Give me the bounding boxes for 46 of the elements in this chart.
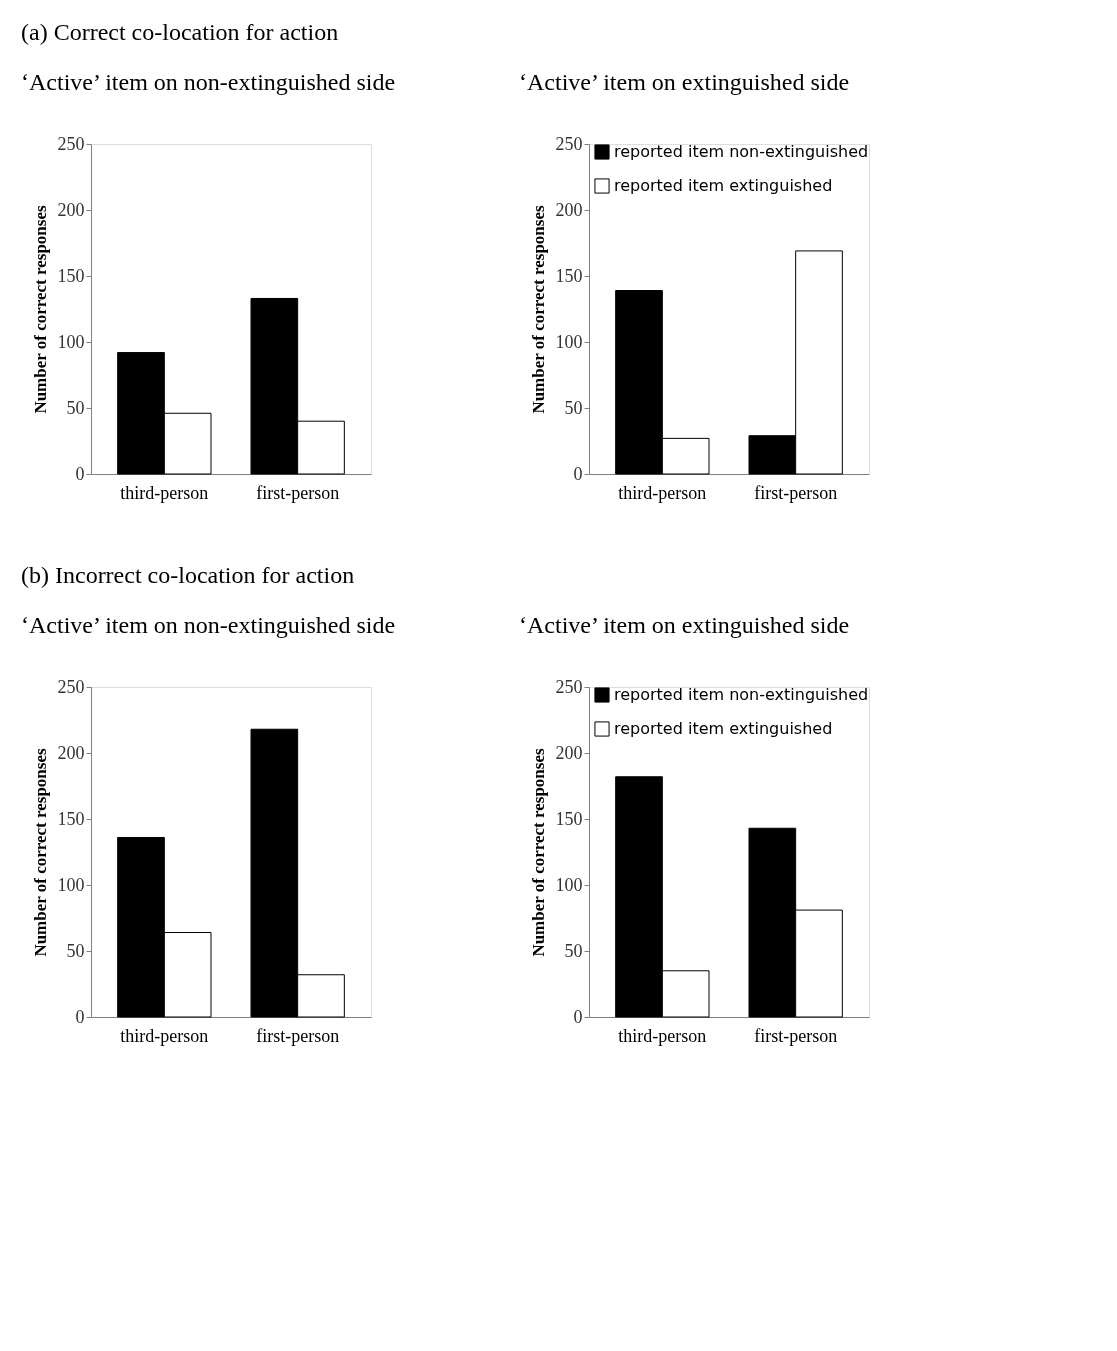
legend-label: reported item extinguished	[614, 719, 833, 738]
y-tick-label: 250	[57, 676, 85, 697]
x-tick-label: third-person	[120, 482, 209, 503]
y-tick-label: 50	[66, 397, 85, 418]
y-tick-label: 100	[57, 331, 85, 352]
x-tick-label: third-person	[618, 1025, 707, 1046]
y-tick-label: 0	[75, 1006, 85, 1027]
y-tick-label: 200	[555, 742, 583, 763]
y-tick-label: 200	[57, 199, 85, 220]
y-tick-label: 50	[564, 940, 583, 961]
x-tick-label: third-person	[618, 482, 707, 503]
legend-label: reported item non-extinguished	[614, 685, 869, 704]
y-tick-label: 0	[573, 463, 583, 484]
chart-title: (a) Correct co-location for action	[21, 19, 339, 45]
y-axis-title: Number of correct responses	[528, 205, 548, 414]
y-tick-label: 250	[555, 676, 583, 697]
y-tick-label: 150	[57, 265, 85, 286]
y-tick-label: 50	[564, 397, 583, 418]
y-tick-label: 250	[555, 133, 583, 154]
chart-subtitle: ‘Active’ item on non-extinguished side	[21, 612, 396, 638]
chart-subtitle: ‘Active’ item on extinguished side	[519, 69, 850, 95]
y-tick-label: 0	[573, 1006, 583, 1027]
y-tick-label: 250	[57, 133, 85, 154]
x-tick-label: first-person	[754, 1025, 838, 1046]
y-axis-title: Number of correct responses	[528, 748, 548, 957]
x-tick-label: first-person	[754, 482, 838, 503]
y-tick-label: 100	[555, 874, 583, 895]
y-tick-label: 200	[57, 742, 85, 763]
legend-label: reported item extinguished	[614, 176, 833, 195]
x-tick-label: first-person	[256, 1025, 340, 1046]
x-tick-label: third-person	[120, 1025, 209, 1046]
x-tick-label: first-person	[256, 482, 340, 503]
y-tick-label: 200	[555, 199, 583, 220]
y-tick-label: 0	[75, 463, 85, 484]
y-tick-label: 150	[57, 808, 85, 829]
chart-title: (b) Incorrect co-location for action	[21, 562, 355, 588]
y-tick-label: 150	[555, 808, 583, 829]
y-axis-title: Number of correct responses	[30, 748, 50, 957]
y-tick-label: 150	[555, 265, 583, 286]
y-axis-title: Number of correct responses	[30, 205, 50, 414]
y-tick-label: 50	[66, 940, 85, 961]
chart-subtitle: ‘Active’ item on non-extinguished side	[21, 69, 396, 95]
legend-label: reported item non-extinguished	[614, 142, 869, 161]
chart-subtitle: ‘Active’ item on extinguished side	[519, 612, 850, 638]
y-tick-label: 100	[555, 331, 583, 352]
y-tick-label: 100	[57, 874, 85, 895]
